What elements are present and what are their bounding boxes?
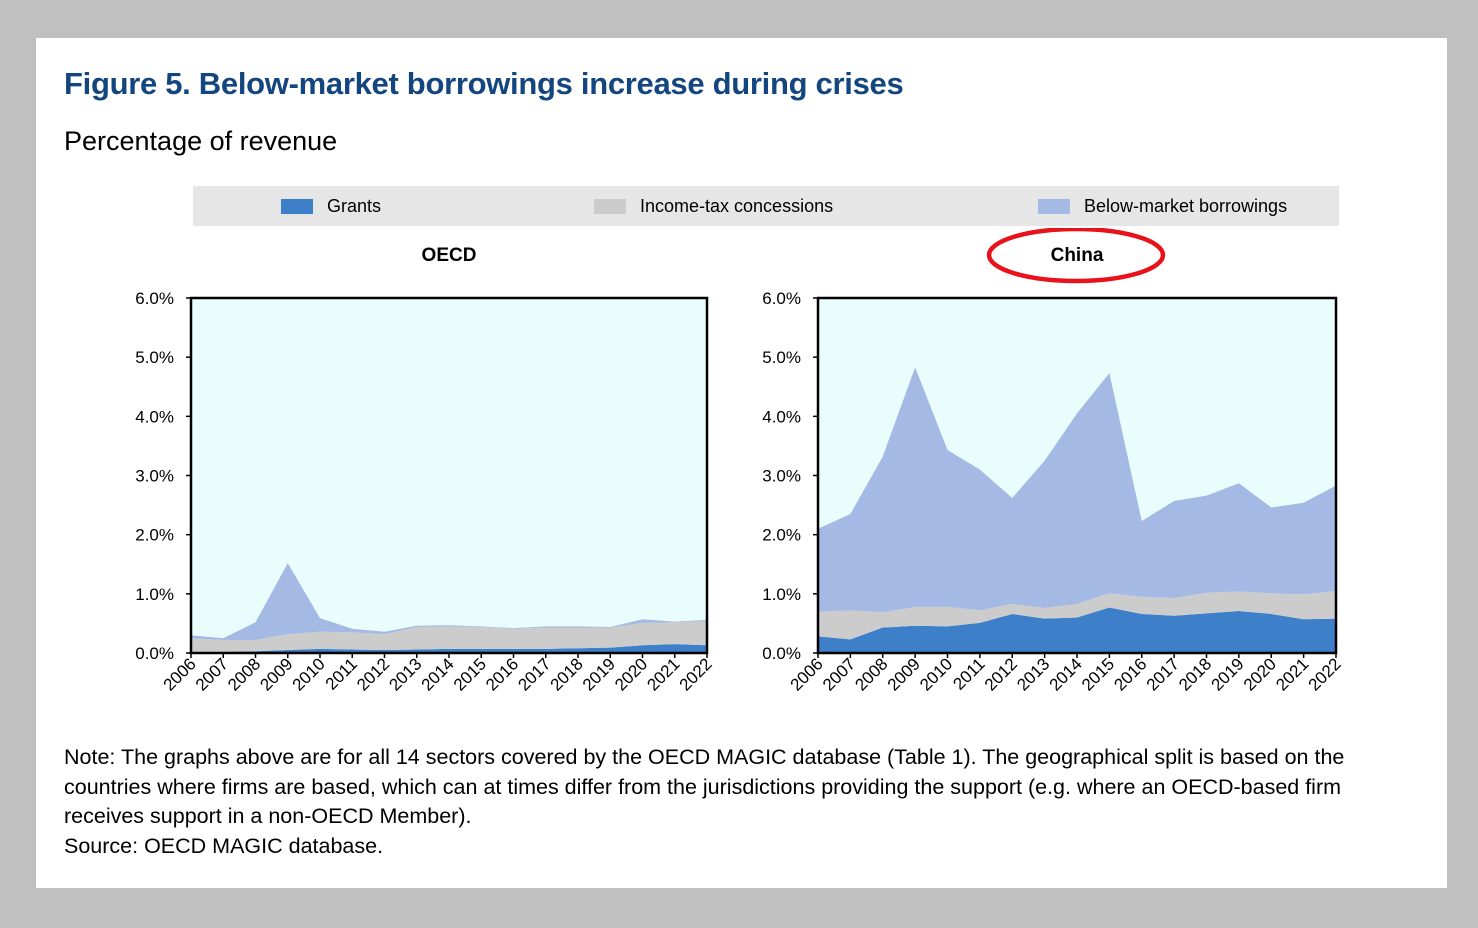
x-tick-label: 2020	[611, 654, 651, 694]
x-tick-label: 2007	[819, 654, 859, 694]
x-tick-label: 2012	[353, 654, 393, 694]
y-tick-label: 5.0%	[762, 348, 801, 367]
highlight-circle	[986, 228, 1166, 284]
x-tick-label: 2015	[1078, 654, 1118, 694]
x-tick-label: 2016	[1110, 654, 1150, 694]
x-tick-label: 2014	[1046, 654, 1086, 694]
x-tick-label: 2007	[192, 654, 232, 694]
x-tick-label: 2015	[450, 654, 490, 694]
y-tick-label: 1.0%	[135, 585, 174, 604]
charts-area: 0.0%1.0%2.0%3.0%4.0%5.0%6.0%200620072008…	[135, 228, 1345, 695]
x-tick-label: 2013	[385, 654, 425, 694]
x-tick-label: 2013	[1013, 654, 1053, 694]
area-series-below-market-borrowings	[818, 367, 1336, 613]
legend-label: Below-market borrowings	[1084, 195, 1288, 216]
area-series-income-tax-concessions	[818, 590, 1336, 640]
note-line: countries where firms are based, which c…	[64, 774, 1342, 799]
x-tick-label: 2018	[1175, 654, 1215, 694]
x-tick-label: 2021	[643, 654, 683, 694]
area-series-below-market-borrowings	[191, 563, 707, 640]
chart-title: OECD	[422, 245, 477, 266]
figure-title: Figure 5. Below-market borrowings increa…	[64, 66, 904, 101]
legend-label: Grants	[327, 195, 382, 216]
x-tick-label: 2014	[418, 654, 458, 694]
y-tick-label: 1.0%	[762, 585, 801, 604]
y-tick-label: 2.0%	[762, 526, 801, 545]
x-tick-label: 2008	[224, 654, 264, 694]
x-tick-label: 2011	[949, 654, 988, 693]
legend-label: Income-tax concessions	[640, 195, 834, 216]
y-tick-label: 4.0%	[135, 407, 174, 426]
x-tick-label: 2021	[1272, 654, 1312, 694]
chart-title: China	[1051, 245, 1104, 266]
legend-swatch-below-market	[1038, 198, 1070, 214]
x-tick-label: 2010	[289, 654, 329, 694]
figure-subtitle: Percentage of revenue	[64, 126, 338, 156]
figure-note: Note: The graphs above are for all 14 se…	[64, 743, 1424, 861]
x-tick-label: 2019	[1208, 654, 1248, 694]
legend-item-below-market: Below-market borrowings	[1038, 186, 1287, 226]
x-tick-label: 2022	[676, 654, 716, 694]
y-tick-label: 3.0%	[135, 467, 174, 486]
y-tick-label: 4.0%	[762, 407, 801, 426]
x-tick-label: 2009	[884, 654, 924, 694]
x-tick-label: 2020	[1240, 654, 1280, 694]
x-tick-label: 2010	[916, 654, 956, 694]
x-tick-label: 2019	[579, 654, 619, 694]
x-tick-label: 2017	[514, 654, 554, 694]
y-tick-label: 5.0%	[135, 348, 174, 367]
x-tick-label: 2017	[1143, 654, 1183, 694]
chart-panel-oecd: 0.0%1.0%2.0%3.0%4.0%5.0%6.0%200620072008…	[135, 245, 716, 695]
legend-item-income-tax: Income-tax concessions	[594, 186, 833, 226]
x-tick-label: 2012	[981, 654, 1021, 694]
x-tick-label: 2022	[1305, 654, 1345, 694]
legend: Grants Income-tax concessions Below-mark…	[193, 186, 1339, 226]
y-tick-label: 0.0%	[762, 644, 801, 663]
x-tick-label: 2018	[547, 654, 587, 694]
figure-source: Source: OECD MAGIC database.	[64, 833, 384, 858]
figure-card: Figure 5. Below-market borrowings increa…	[36, 38, 1447, 888]
x-tick-label: 2016	[482, 654, 522, 694]
x-tick-label: 2011	[322, 654, 361, 693]
y-tick-label: 6.0%	[135, 289, 174, 308]
note-line: receives support in a non-OECD Member).	[64, 804, 472, 828]
x-tick-label: 2008	[851, 654, 891, 694]
area-series-grants	[818, 607, 1336, 653]
legend-swatch-grants	[281, 198, 313, 214]
area-series-grants	[191, 644, 707, 653]
y-tick-label: 6.0%	[762, 289, 801, 308]
y-tick-label: 0.0%	[135, 644, 174, 663]
note-line: Note: The graphs above are for all 14 se…	[64, 745, 1345, 769]
y-tick-label: 3.0%	[762, 467, 801, 486]
chart-panel-china: 0.0%1.0%2.0%3.0%4.0%5.0%6.0%200620072008…	[762, 228, 1345, 695]
x-tick-label: 2009	[256, 654, 296, 694]
area-series-income-tax-concessions	[191, 621, 707, 652]
legend-item-grants: Grants	[281, 186, 381, 226]
y-tick-label: 2.0%	[135, 526, 174, 545]
legend-swatch-income-tax	[594, 198, 626, 214]
